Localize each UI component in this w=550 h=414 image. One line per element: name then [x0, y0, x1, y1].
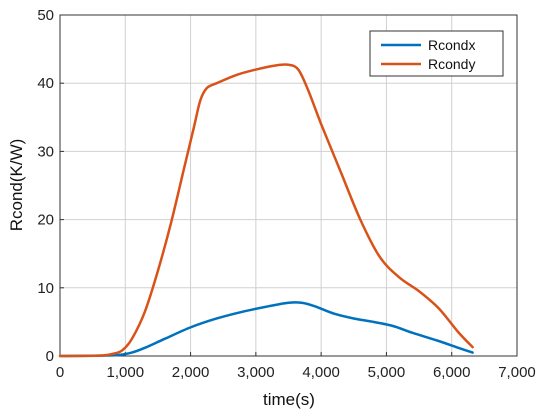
plot-area-frame — [59, 14, 518, 357]
x-axis: 0 1,000 2,000 3,000 4,000 5,000 6,000 7,000 — [56, 352, 536, 381]
x-tick-label: 3,000 — [237, 364, 275, 381]
x-tick-label: 1,000 — [107, 364, 145, 381]
x-axis-label: time(s) — [263, 390, 315, 409]
legend-label-rcondy: Rcondy — [428, 56, 475, 72]
series-line-rcondx — [58, 301, 474, 358]
series-line-rcondy — [58, 63, 474, 358]
legend: Rcondx Rcondy — [369, 30, 504, 77]
y-tick-label: 40 — [37, 75, 54, 92]
x-tick-label: 4,000 — [302, 364, 340, 381]
series-lines — [58, 63, 474, 358]
y-tick-label: 20 — [37, 212, 54, 229]
legend-box — [369, 30, 504, 77]
x-tick-label: 6,000 — [433, 364, 471, 381]
y-axis-label: Rcond(K/W) — [7, 139, 26, 232]
x-tick-label: 0 — [56, 364, 64, 381]
y-tick-label: 10 — [37, 280, 54, 297]
x-tick-label: 2,000 — [172, 364, 210, 381]
y-tick-label: 50 — [37, 7, 54, 24]
y-tick-label: 0 — [46, 348, 54, 365]
y-axis: 0 10 20 30 40 50 — [37, 7, 64, 365]
legend-label-rcondx: Rcondx — [428, 37, 475, 53]
x-tick-label: 7,000 — [498, 364, 536, 381]
y-tick-label: 30 — [37, 143, 54, 160]
x-tick-label: 5,000 — [368, 364, 406, 381]
